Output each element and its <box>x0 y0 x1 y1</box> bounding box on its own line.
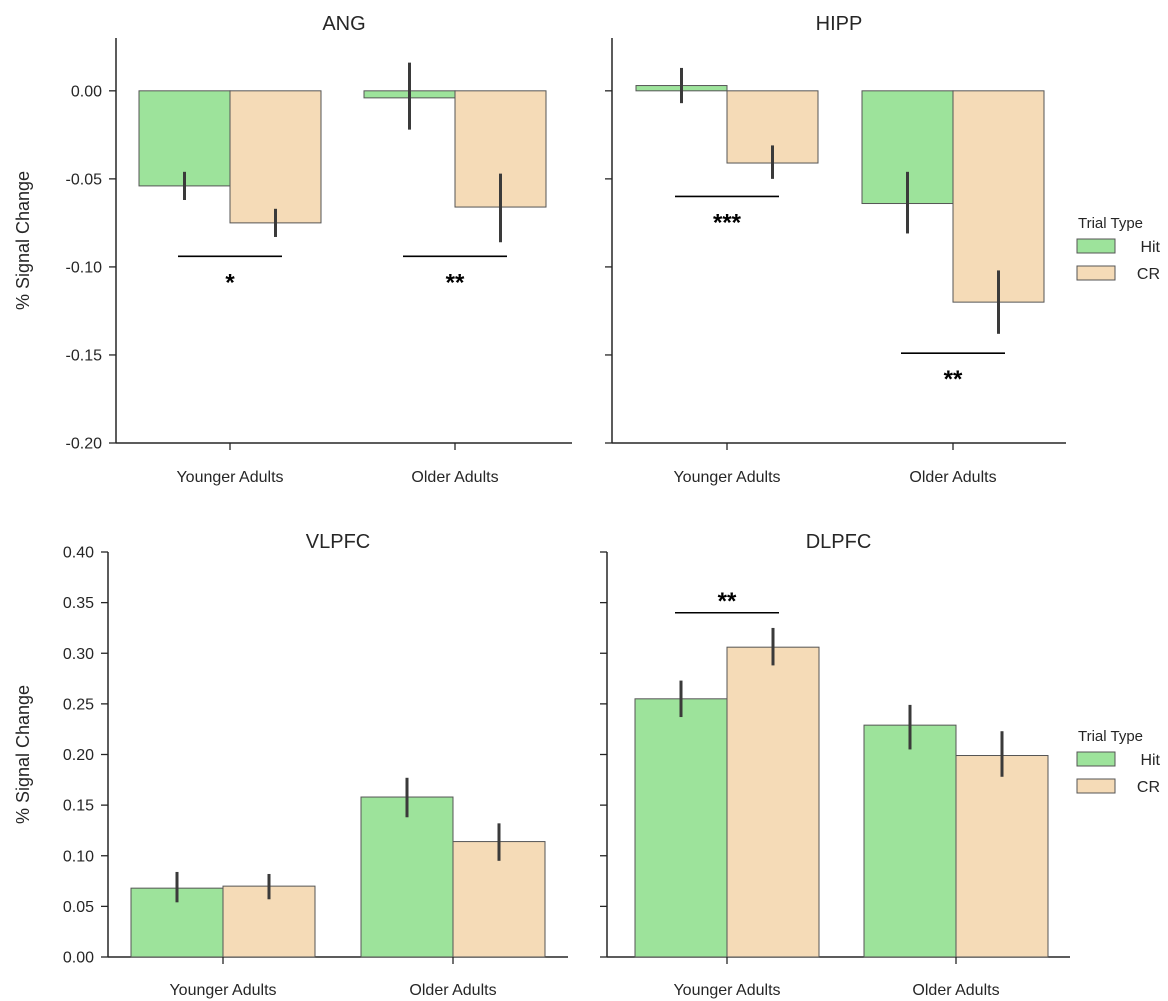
x-tick-label: Older Adults <box>409 982 496 999</box>
bar-cr-0 <box>229 90 322 224</box>
y-tick-label: 0.40 <box>63 545 94 562</box>
significance-marker: *** <box>713 209 742 236</box>
legend-label-cr: CR <box>1137 779 1160 796</box>
legend-title: Trial Type <box>1078 215 1143 232</box>
chart-title: ANG <box>322 13 365 35</box>
chart-title: DLPFC <box>806 531 872 553</box>
y-tick-label: 0.35 <box>63 595 94 612</box>
bar-hit-0 <box>138 90 231 187</box>
chart-title: VLPFC <box>306 531 370 553</box>
y-tick-label: 0.30 <box>63 646 94 663</box>
significance-marker: * <box>225 269 235 296</box>
legend-swatch-hit <box>1076 238 1116 254</box>
x-tick-label: Older Adults <box>411 469 498 486</box>
y-tick-label: 0.00 <box>63 950 94 967</box>
y-tick-label: -0.20 <box>66 436 103 453</box>
chart-title: HIPP <box>816 13 863 35</box>
significance-marker: ** <box>446 269 465 296</box>
y-tick-label: -0.10 <box>66 259 103 276</box>
chart-panel-vlpfc: VLPFC 0.00 0.05 0.10 0.15 0.20 0.25 0.30 0.35 0.4… <box>13 531 568 999</box>
x-tick-label: Younger Adults <box>673 982 780 999</box>
y-axis-label: % Signal Change <box>13 171 33 310</box>
significance-marker: ** <box>944 366 963 393</box>
y-tick-label: 0.25 <box>63 696 94 713</box>
legend: Trial Type Hit CR <box>1076 215 1161 283</box>
y-tick-label: 0.05 <box>63 899 94 916</box>
legend-label-hit: Hit <box>1140 239 1160 256</box>
legend: Trial Type Hit CR <box>1076 728 1161 796</box>
y-axis-label: % Signal Change <box>13 685 33 824</box>
x-tick-label: Older Adults <box>912 982 999 999</box>
legend-swatch-cr <box>1076 265 1116 281</box>
chart-panel-dlpfc: DLPFC Younger Adults Older Adults ** <box>600 531 1070 999</box>
bar-cr-1 <box>952 90 1045 303</box>
legend-swatch-cr <box>1076 778 1116 794</box>
bar-hit-1 <box>360 796 454 958</box>
bar-hit-0 <box>634 698 728 958</box>
bar-cr-0 <box>726 646 820 958</box>
x-tick-label: Younger Adults <box>169 982 276 999</box>
x-tick-label: Younger Adults <box>176 469 283 486</box>
y-tick-label: -0.15 <box>66 347 103 364</box>
x-tick-label: Younger Adults <box>673 469 780 486</box>
legend-swatch-hit <box>1076 751 1116 767</box>
x-tick-label: Older Adults <box>909 469 996 486</box>
y-tick-label: 0.20 <box>63 747 94 764</box>
legend-label-cr: CR <box>1137 266 1160 283</box>
y-tick-label: -0.05 <box>66 171 103 188</box>
y-tick-label: 0.00 <box>71 83 102 100</box>
bar-cr-1 <box>955 755 1049 958</box>
legend-label-hit: Hit <box>1140 752 1160 769</box>
y-tick-label: 0.15 <box>63 798 94 815</box>
significance-marker: ** <box>718 588 737 615</box>
y-tick-label: 0.10 <box>63 848 94 865</box>
bar-hit-1 <box>863 724 957 958</box>
chart-panel-ang: ANG 0.00 -0.05 -0.10 -0.15 -0.20 % Signal Chan… <box>13 13 572 486</box>
legend-title: Trial Type <box>1078 728 1143 745</box>
